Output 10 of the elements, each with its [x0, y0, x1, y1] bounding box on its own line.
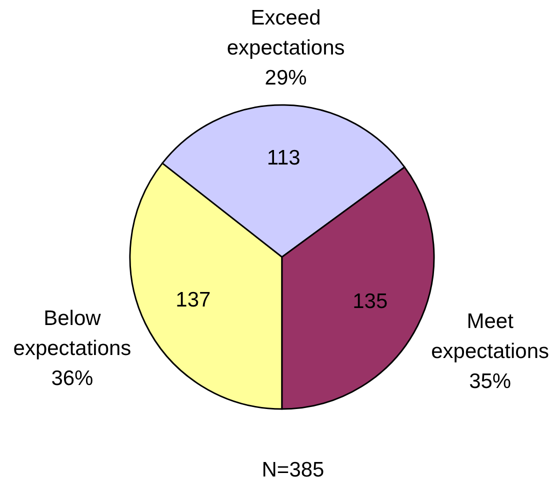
data-label: 135: [352, 290, 388, 314]
text: 35%: [469, 370, 512, 394]
text: N=385: [262, 458, 324, 482]
data-label: 137: [176, 288, 211, 312]
slice-label: Below expectations: [13, 306, 132, 360]
text: 36%: [51, 366, 94, 390]
data-label: 113: [266, 146, 300, 170]
slice-label: Exceed expectations: [226, 6, 345, 60]
text: 29%: [264, 66, 307, 90]
slice-label: Meet expectations: [431, 310, 550, 364]
